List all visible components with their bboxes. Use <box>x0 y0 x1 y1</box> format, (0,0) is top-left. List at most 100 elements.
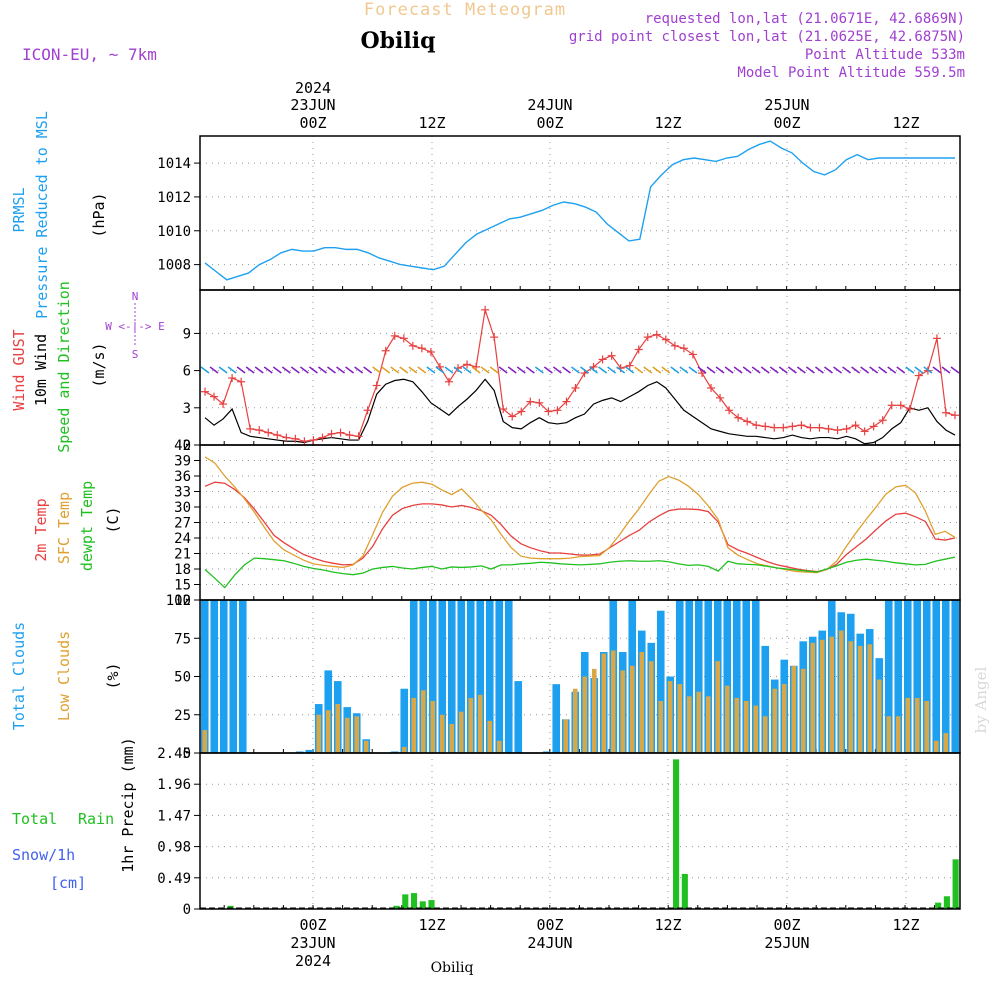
gust-line <box>204 309 956 442</box>
top-date-3: 25JUN <box>764 96 809 114</box>
total-cloud-bar <box>390 751 399 753</box>
wind-arrow <box>471 366 481 374</box>
rain-bar <box>402 894 409 909</box>
panel-frame <box>199 289 961 446</box>
wind-arrow <box>426 366 436 374</box>
wind-arrow <box>580 366 589 374</box>
wind-arrow <box>561 366 571 374</box>
wind-arrow <box>417 366 427 374</box>
low-cloud-bar <box>325 710 331 753</box>
wind-arrow <box>805 366 815 374</box>
wind-arrow <box>905 366 915 374</box>
wind-arrow <box>589 366 599 374</box>
total-cloud-bar <box>751 600 760 753</box>
total-cloud-bar <box>447 600 456 753</box>
low-cloud-bar <box>753 705 759 753</box>
precip-labels: Total Rain Snow/1h [cm] 1hr Precip (mm) <box>12 737 137 892</box>
low-cloud-bar <box>886 716 892 753</box>
low-cloud-bar <box>696 691 702 753</box>
total-cloud-bar <box>656 610 665 753</box>
wind-arrow <box>507 366 517 374</box>
wind-arrow <box>643 366 653 374</box>
low-cloud-bar <box>819 639 825 753</box>
total-cloud-bar <box>466 600 475 753</box>
total-cloud-bar <box>305 749 314 753</box>
wind-arrow <box>390 366 400 374</box>
wind-arrow <box>860 366 870 374</box>
wind-arrow <box>815 366 824 374</box>
wind-arrow <box>760 366 770 374</box>
wind-arrow <box>887 366 897 374</box>
rain-bar <box>681 873 688 909</box>
total-cloud-bar <box>238 600 247 753</box>
wind-arrow <box>833 366 842 374</box>
rain-bar <box>943 896 950 909</box>
chart-title: Forecast Meteogram <box>364 0 566 20</box>
total-cloud-label: Total Clouds <box>10 622 28 730</box>
low-cloud-bar <box>601 653 607 753</box>
y-tick-label: 33 <box>174 485 191 501</box>
wind-arrow <box>652 366 662 374</box>
wind-arrow <box>616 366 626 374</box>
wind-arrow <box>914 366 924 374</box>
low-cloud-bar <box>791 665 797 753</box>
dewpt-line <box>204 556 956 589</box>
panel-clouds: 0 25 50 75 100 <box>166 593 960 762</box>
y-tick-label: 75 <box>174 631 191 647</box>
bottom-date-2: 24JUN <box>527 934 572 952</box>
low-cloud-label: Low Clouds <box>55 631 73 721</box>
low-cloud-bar <box>724 685 730 753</box>
low-cloud-bar <box>734 697 740 753</box>
wind-arrow <box>209 366 219 374</box>
t2m-line <box>204 481 956 573</box>
total-cloud-bar <box>884 600 893 753</box>
rain-bar <box>673 759 680 909</box>
low-cloud-bar <box>411 697 417 753</box>
wind-arrow <box>290 366 300 374</box>
bottom-time-axis: 00Z 12Z 00Z 12Z 00Z 12Z 23JUN 24JUN 25JU… <box>290 916 919 976</box>
total-cloud-bar <box>761 645 770 753</box>
wind-arrow <box>516 366 526 374</box>
low-cloud-bar <box>905 697 911 753</box>
rain-bar <box>393 905 400 909</box>
sfc-temp-label: SFC Temp <box>55 492 73 564</box>
low-cloud-bar <box>743 700 749 753</box>
top-tick-5: 00Z <box>773 114 800 132</box>
low-cloud-bar <box>449 723 455 753</box>
low-cloud-bar <box>477 694 483 753</box>
wind-arrow <box>598 366 608 374</box>
watermark: by Angel <box>972 666 990 733</box>
pressure-line <box>204 140 955 281</box>
y-tick-label: 1008 <box>157 258 191 274</box>
y-tick-label: 3 <box>183 401 191 417</box>
pressure-unit-label: (hPa) <box>90 192 108 237</box>
cloud-unit-label: (%) <box>104 662 122 689</box>
requested-coords: requested lon,lat (21.0671E, 42.6869N) <box>645 11 965 27</box>
y-tick-label: 1.47 <box>157 808 191 824</box>
snow-label: Snow/1h <box>12 846 75 864</box>
temp-unit-label: (C) <box>104 506 122 533</box>
wind-arrow <box>453 366 463 374</box>
wind-arrow <box>552 366 562 374</box>
y-tick-label: 0.49 <box>157 871 191 887</box>
wind-arrow <box>941 366 951 374</box>
low-cloud-bar <box>914 697 920 753</box>
low-cloud-bar <box>487 720 493 753</box>
total-cloud-bar <box>428 600 437 753</box>
panel-prmsl: 1008 1010 1012 1014 <box>157 136 960 290</box>
total-cloud-bar <box>922 600 931 753</box>
low-cloud-bar <box>658 700 664 753</box>
low-cloud-bar <box>420 690 426 753</box>
wind-arrow <box>318 366 327 374</box>
low-cloud-bar <box>316 714 322 753</box>
wind-arrow <box>308 366 318 374</box>
low-cloud-bar <box>648 661 654 753</box>
wind-arrow <box>336 366 345 374</box>
temp-labels: 2m Temp SFC Temp dewpt Temp (C) <box>32 481 122 571</box>
wind-arrow <box>254 366 264 374</box>
y-tick-label: 6 <box>183 364 191 380</box>
bottom-date-1: 23JUN <box>290 934 335 952</box>
y-tick-label: 1.96 <box>157 777 191 793</box>
y-tick-label: 42 <box>174 438 191 454</box>
